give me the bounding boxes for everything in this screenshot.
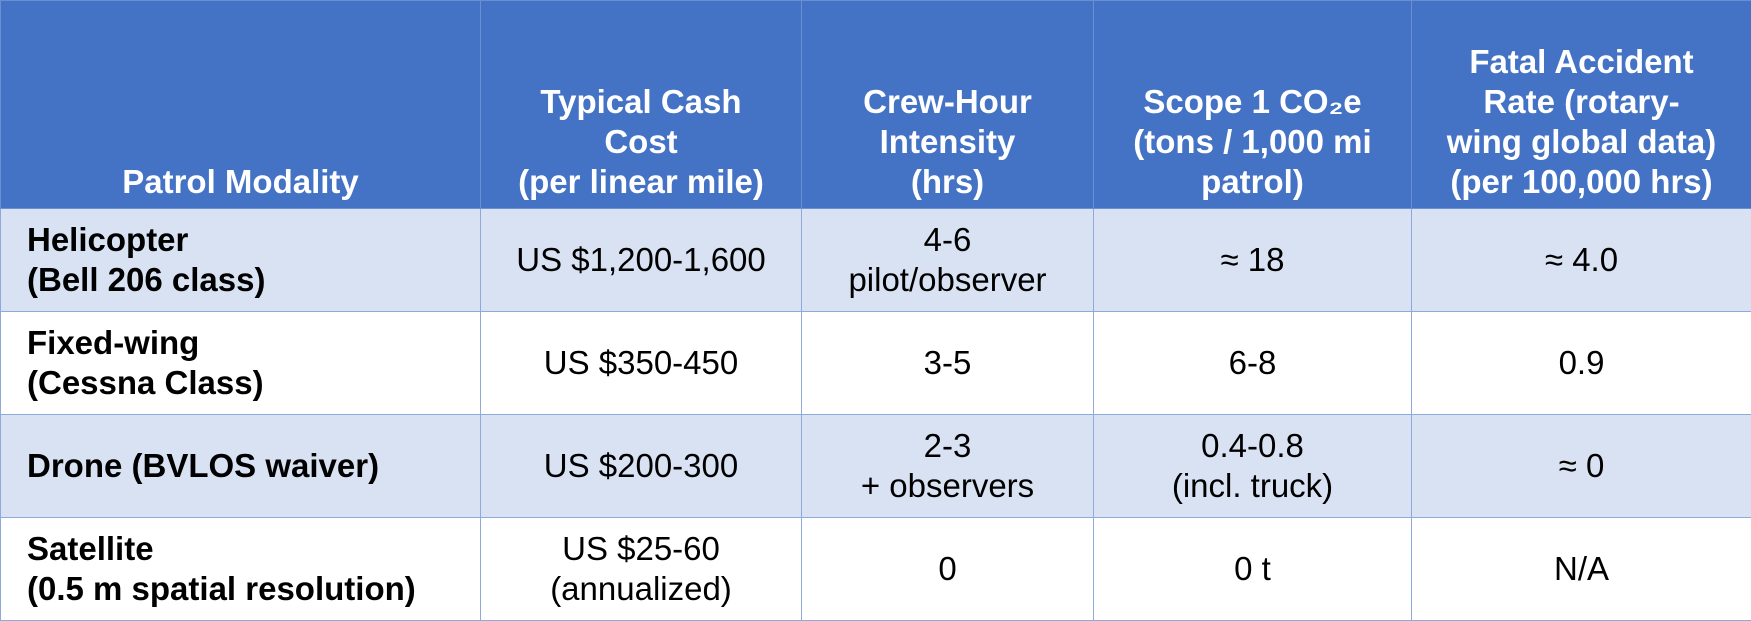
cell-crew: 0 <box>802 518 1094 621</box>
table-header: Patrol Modality Typical Cash Cost (per l… <box>1 1 1751 209</box>
cell-fatal: ≈ 4.0 <box>1412 209 1751 312</box>
cell-modality: Drone (BVLOS waiver) <box>1 415 481 518</box>
header-row: Patrol Modality Typical Cash Cost (per l… <box>1 1 1751 209</box>
header-crew-hour-intensity: Crew-Hour Intensity (hrs) <box>802 1 1094 209</box>
cell-cost: US $350-450 <box>481 312 802 415</box>
cell-crew: 3-5 <box>802 312 1094 415</box>
cell-fatal: N/A <box>1412 518 1751 621</box>
cell-co2: ≈ 18 <box>1094 209 1412 312</box>
cell-co2: 6-8 <box>1094 312 1412 415</box>
table-body: Helicopter (Bell 206 class) US $1,200-1,… <box>1 209 1751 621</box>
cell-co2: 0 t <box>1094 518 1412 621</box>
header-patrol-modality: Patrol Modality <box>1 1 481 209</box>
table-row-satellite: Satellite (0.5 m spatial resolution) US … <box>1 518 1751 621</box>
cell-fatal: ≈ 0 <box>1412 415 1751 518</box>
cell-modality: Fixed-wing (Cessna Class) <box>1 312 481 415</box>
cell-crew: 2-3 + observers <box>802 415 1094 518</box>
cell-cost: US $25-60 (annualized) <box>481 518 802 621</box>
cell-modality: Helicopter (Bell 206 class) <box>1 209 481 312</box>
table-row-helicopter: Helicopter (Bell 206 class) US $1,200-1,… <box>1 209 1751 312</box>
cell-fatal: 0.9 <box>1412 312 1751 415</box>
cell-crew: 4-6 pilot/observer <box>802 209 1094 312</box>
cell-cost: US $1,200-1,600 <box>481 209 802 312</box>
cell-co2: 0.4-0.8 (incl. truck) <box>1094 415 1412 518</box>
header-scope1-co2e: Scope 1 CO₂e (tons / 1,000 mi patrol) <box>1094 1 1412 209</box>
cell-modality: Satellite (0.5 m spatial resolution) <box>1 518 481 621</box>
header-typical-cash-cost: Typical Cash Cost (per linear mile) <box>481 1 802 209</box>
cell-cost: US $200-300 <box>481 415 802 518</box>
table-row-drone: Drone (BVLOS waiver) US $200-300 2-3 + o… <box>1 415 1751 518</box>
table-row-fixed-wing: Fixed-wing (Cessna Class) US $350-450 3-… <box>1 312 1751 415</box>
header-fatal-accident-rate: Fatal Accident Rate (rotary- wing global… <box>1412 1 1751 209</box>
